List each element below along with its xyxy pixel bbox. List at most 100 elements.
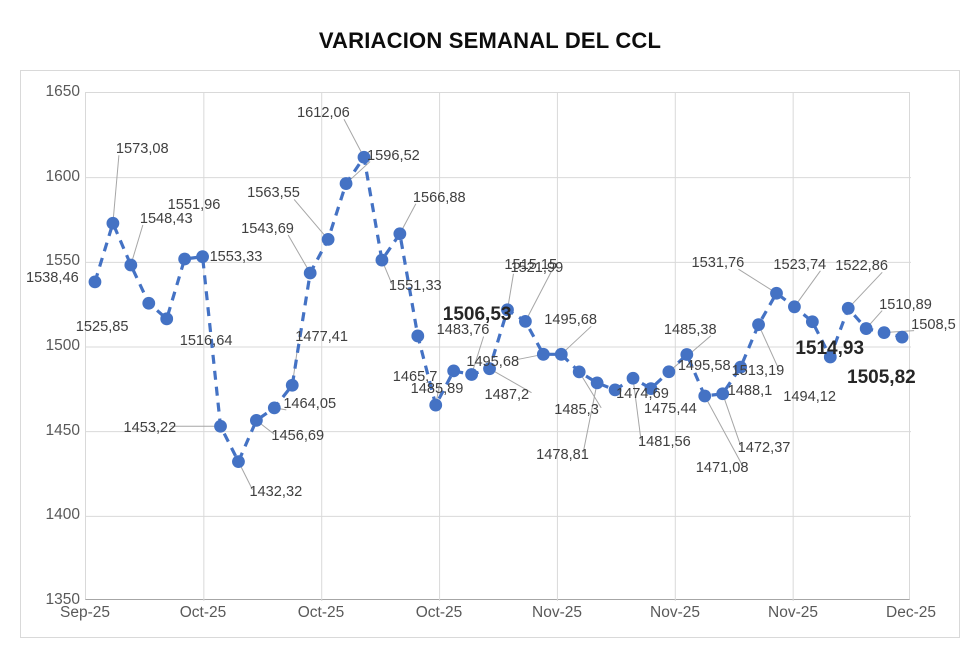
data-point [411, 329, 425, 343]
data-point [519, 314, 532, 328]
data-label: 1474,69 [616, 385, 669, 402]
data-point [249, 413, 263, 427]
data-label: 1481,56 [638, 434, 691, 451]
data-label: 1510,89 [879, 296, 932, 313]
data-point [770, 286, 783, 300]
data-label: 1456,69 [271, 428, 325, 445]
leader-line [722, 393, 742, 446]
data-point [752, 318, 765, 332]
data-label: 1465,7 [392, 369, 438, 386]
data-point [823, 350, 837, 364]
data-point [608, 383, 622, 397]
x-tick-6: Nov-25 [768, 604, 818, 621]
data-point [572, 365, 586, 379]
data-point [465, 368, 478, 381]
data-point [214, 419, 227, 433]
data-point [788, 300, 801, 314]
y-tick-1500: 1500 [45, 337, 80, 354]
leader-line [489, 368, 532, 394]
data-label: 1477,41 [295, 329, 349, 346]
y-tick-1400: 1400 [45, 506, 80, 524]
leader-line [794, 270, 821, 308]
data-label: 1551,33 [388, 278, 442, 295]
chart-frame [20, 70, 960, 638]
data-label: 1485,38 [663, 321, 717, 338]
data-point [303, 266, 317, 280]
gridlines [86, 93, 911, 601]
data-point [483, 362, 496, 376]
x-axis: Sep-25 Oct-25 Oct-25 Oct-25 Nov-25 Nov-2… [60, 604, 936, 634]
data-label: 1522,86 [835, 258, 888, 275]
data-label: 1506,53 [442, 303, 512, 325]
data-label: 1432,32 [249, 483, 303, 500]
data-point [716, 387, 730, 401]
data-label: 1523,74 [773, 256, 827, 273]
x-tick-1: Oct-25 [179, 604, 227, 621]
leader-line [343, 119, 365, 158]
data-point [106, 216, 120, 230]
data-point [339, 177, 353, 190]
data-label: 1471,08 [695, 459, 749, 476]
data-point [644, 382, 658, 395]
data-point [662, 365, 676, 379]
data-label: 1563,55 [247, 185, 300, 202]
data-label: 1495,68 [544, 312, 598, 329]
data-point [357, 150, 371, 164]
data-point [88, 275, 102, 289]
data-label: 1538,46 [25, 269, 79, 286]
data-label: 1525,85 [75, 319, 129, 336]
data-label: 1513,19 [731, 362, 785, 379]
data-label: 1483,76 [436, 322, 490, 339]
data-label: 1548,43 [139, 210, 193, 227]
data-point [285, 378, 299, 392]
data-point [841, 301, 855, 315]
data-point [590, 376, 604, 390]
data-point [124, 258, 138, 272]
data-point [554, 347, 568, 361]
data-point [895, 330, 909, 344]
data-label: 1464,05 [283, 395, 337, 412]
data-point [501, 303, 514, 317]
data-point [196, 250, 209, 264]
data-point [734, 360, 748, 374]
data-point [859, 322, 873, 335]
y-tick-1450: 1450 [45, 421, 80, 439]
x-tick-7: Dec-25 [886, 604, 936, 621]
data-label: 1596,52 [367, 147, 420, 164]
data-point [142, 296, 156, 310]
data-point [680, 348, 694, 361]
data-label: 1521,99 [510, 259, 564, 276]
data-label: 1505,82 [847, 367, 916, 389]
data-label: 1485,3 [554, 401, 599, 418]
y-tick-1550: 1550 [45, 252, 80, 270]
data-point [429, 398, 443, 412]
x-tick-5: Nov-25 [650, 604, 700, 621]
leader-line [112, 155, 120, 224]
leader-line [738, 268, 777, 294]
data-point [805, 315, 819, 329]
data-label: 1495,68 [466, 354, 520, 371]
data-point [447, 364, 461, 378]
leader-line [287, 234, 311, 274]
leader-line [758, 324, 780, 369]
chart-title: VARIACION SEMANAL DEL CCL [318, 28, 662, 53]
data-label: 1495,58 [677, 358, 731, 375]
series-line [93, 155, 903, 464]
series-markers [88, 150, 909, 469]
data-label: 1515,15 [504, 257, 558, 274]
data-point [698, 389, 712, 403]
data-label: 1494,12 [783, 388, 837, 405]
y-tick-1600: 1600 [45, 167, 80, 185]
y-axis: 1650 1600 1550 1500 1450 1400 1350 [18, 83, 80, 608]
data-point [626, 371, 640, 385]
data-label: 1475,44 [643, 400, 697, 417]
leader-line [130, 224, 144, 266]
data-label: 1566,88 [412, 189, 466, 206]
leader-line [471, 336, 485, 375]
data-label: 1531,76 [691, 255, 745, 272]
leader-line [632, 378, 642, 441]
data-label: 1508,5 [911, 316, 956, 333]
leader-line [704, 395, 744, 467]
x-tick-3: Oct-25 [415, 604, 463, 621]
